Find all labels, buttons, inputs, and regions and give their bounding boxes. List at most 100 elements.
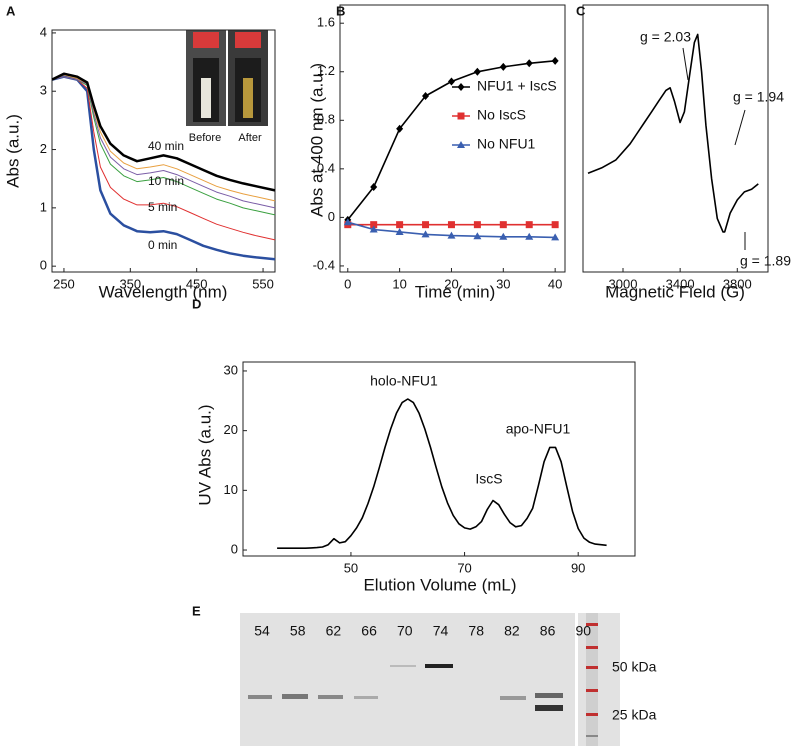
size-marker-label: 25 kDa [612,707,657,723]
y-tick-label: 10 [224,482,238,497]
marker [551,233,560,241]
data-line [277,398,607,549]
gel-band [425,664,453,668]
plot-frame [51,29,276,273]
gel-band [282,694,308,699]
x-tick-label: 250 [53,276,75,291]
marker [551,221,559,229]
lane-label: 54 [254,623,270,639]
x-tick-label: 10 [392,276,406,291]
x-tick-label: 3800 [723,276,752,291]
legend-marker [457,83,465,91]
lane-label: 86 [540,623,556,639]
x-tick-label: 0 [344,276,351,291]
series-label: 5 min [148,200,177,214]
y-tick-label: 0.8 [317,112,335,127]
legend-marker [457,141,465,148]
x-tick-label: 20 [444,276,458,291]
y-tick-label: 20 [224,422,238,437]
lane-label: 66 [361,623,377,639]
lane-label: 90 [576,623,592,639]
marker [422,92,430,101]
legend-marker [457,112,465,120]
marker [421,230,430,238]
gel-band [535,705,563,711]
x-axis-title: Wavelength (nm) [99,282,228,301]
cuvette-liquid [243,78,253,118]
ladder-band [586,623,598,626]
x-axis-title: Elution Volume (mL) [363,575,516,594]
marker [447,77,455,86]
legend-label: No IscS [477,107,526,123]
marker [499,221,507,229]
ladder-band [586,689,598,692]
annotation: IscS [475,471,502,487]
marker [396,124,404,133]
leader-line [734,109,746,146]
x-axis-title: Time (min) [415,282,496,301]
panel-label: C [576,3,586,18]
ladder-band [586,735,598,737]
y-tick-label: 30 [224,362,238,377]
x-tick-label: 3400 [666,276,695,291]
marker [447,231,456,239]
y-axis-title: Abs at 400 nm (a.u.) [307,63,326,217]
x-tick-label: 450 [186,276,208,291]
x-tick-label: 550 [252,276,274,291]
marker [422,221,430,229]
marker [447,221,455,229]
x-tick-label: 3000 [609,276,638,291]
marker [396,221,404,229]
data-line [51,76,276,241]
lane-label: 74 [433,623,449,639]
gel-band [390,665,416,667]
marker [343,218,352,226]
gel-band [354,696,378,699]
marker [473,232,482,240]
x-tick-label: 40 [548,276,562,291]
plot-frame [582,4,769,273]
annotation: g = 2.03 [640,29,691,45]
x-tick-label: 50 [344,560,358,575]
x-tick-label: 30 [496,276,510,291]
lane-label: 78 [468,623,484,639]
legend-label: NFU1 + IscS [477,78,557,94]
panel-label: B [336,3,345,18]
lane-label: 62 [326,623,342,639]
y-tick-label: 1.2 [317,63,335,78]
gel-band [248,695,272,699]
gel-band [318,695,343,699]
y-tick-label: 0 [40,258,47,273]
y-tick-label: 1 [40,199,47,214]
marker [395,227,404,235]
y-tick-label: 2 [40,141,47,156]
marker [499,62,507,71]
x-tick-label: 350 [119,276,141,291]
x-tick-label: 90 [571,560,585,575]
plot-frame [339,4,566,273]
vial-cap [193,32,219,48]
x-axis-title: Magnetic Field (G) [605,282,745,301]
marker [370,221,378,229]
marker [473,221,481,229]
ladder-band [586,713,598,716]
y-tick-label: 3 [40,83,47,98]
marker [370,183,378,192]
y-tick-label: 1.6 [317,15,335,30]
annotation: g = 1.94 [733,89,784,105]
ladder-band [586,646,598,649]
y-tick-label: 4 [40,24,47,39]
y-tick-label: 0 [231,541,238,556]
marker [499,232,508,240]
marker [525,232,534,240]
gel-divider [575,613,578,746]
series-label: 40 min [148,139,184,153]
marker [473,67,481,76]
size-marker-label: 50 kDa [612,659,657,675]
y-axis-title: Abs (a.u.) [3,114,22,188]
series-label: 0 min [148,238,177,252]
data-line [51,72,276,192]
marker [551,56,559,65]
marker [525,59,533,68]
